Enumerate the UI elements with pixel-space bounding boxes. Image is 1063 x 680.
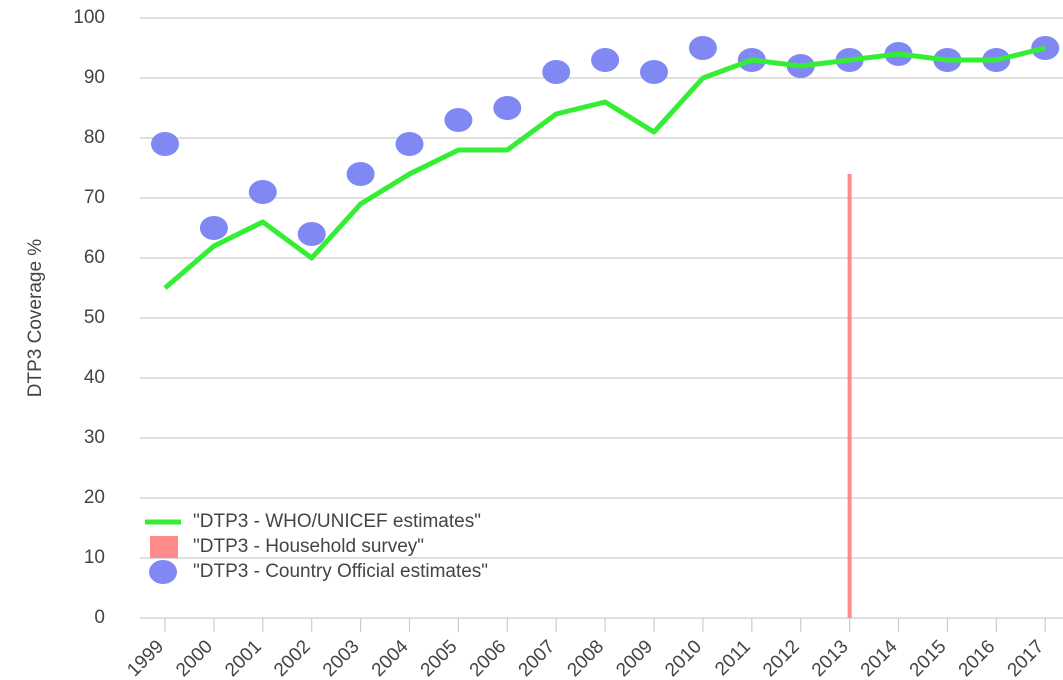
official-dot [493, 96, 522, 120]
legend-label: "DTP3 - Household survey" [193, 536, 424, 557]
official-dot [591, 48, 620, 72]
x-tick-label: 2013 [808, 636, 853, 680]
x-tick-label: 2010 [661, 636, 706, 680]
legend-swatch [149, 560, 177, 584]
legend-label: "DTP3 - Country Official estimates" [193, 561, 488, 582]
official-dot [297, 222, 326, 246]
y-tick-label: 100 [73, 7, 105, 28]
official-dot [444, 108, 473, 132]
official-dot [151, 132, 179, 156]
x-tick-label: 2008 [563, 636, 608, 680]
y-tick-label: 60 [84, 247, 105, 268]
x-tick-label: 2002 [270, 636, 315, 680]
x-tick-label: 2015 [906, 636, 951, 680]
y-tick-label: 0 [94, 607, 105, 628]
official-dot [395, 132, 424, 156]
y-tick-label: 80 [84, 127, 105, 148]
y-tick-label: 10 [84, 547, 105, 568]
x-tick-label: 2001 [221, 636, 266, 680]
legend-label: "DTP3 - WHO/UNICEF estimates" [193, 511, 481, 532]
estimate-line [163, 45, 1046, 290]
x-tick-label: 2004 [368, 636, 413, 680]
official-dot [199, 216, 228, 240]
x-tick-label: 2014 [857, 636, 902, 680]
official-dot [640, 60, 668, 84]
x-tick-label: 2003 [319, 636, 364, 680]
y-tick-label: 20 [84, 487, 105, 508]
x-tick-label: 2005 [417, 636, 462, 680]
y-axis-label: DTP3 Coverage % [25, 239, 46, 398]
official-dot [346, 162, 375, 186]
official-dot [248, 180, 277, 204]
y-tick-label: 90 [84, 67, 105, 88]
x-tick-label: 2007 [515, 636, 560, 680]
y-tick-label: 30 [84, 427, 105, 448]
survey-bar [847, 174, 852, 618]
x-tick-label: 2000 [172, 636, 217, 680]
official-dot [542, 60, 571, 84]
official-dot [688, 36, 717, 60]
x-tick-label: 2016 [955, 636, 1000, 680]
x-tick-label: 2017 [1004, 636, 1049, 680]
y-tick-label: 40 [84, 367, 105, 388]
x-tick-label: 2009 [612, 636, 657, 680]
x-tick-label: 2012 [759, 636, 804, 680]
y-tick-label: 50 [84, 307, 105, 328]
legend-swatch [150, 536, 178, 558]
x-tick-label: 2006 [466, 636, 511, 680]
x-tick-label: 2011 [711, 636, 755, 680]
y-tick-label: 70 [84, 187, 105, 208]
x-tick-label: 1999 [123, 636, 168, 680]
